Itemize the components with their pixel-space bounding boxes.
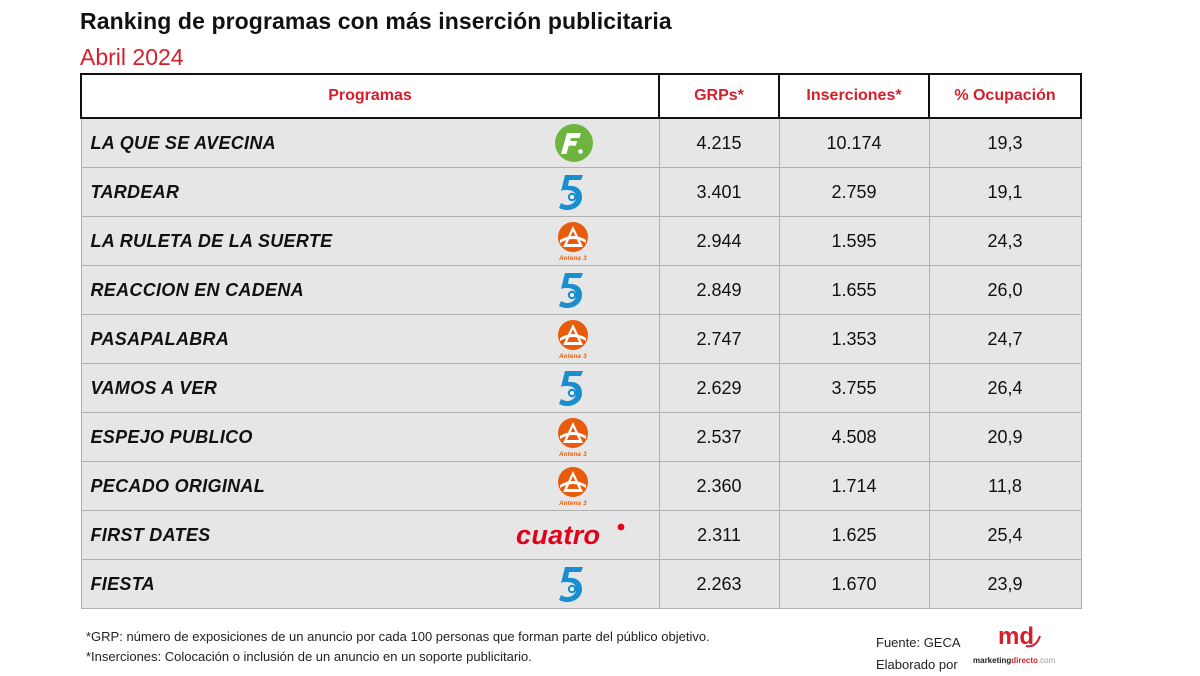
grps-cell: 2.629 <box>658 363 780 413</box>
program-name: TARDEAR <box>90 181 180 202</box>
marketingdirecto-wordmark: marketingdirecto.com <box>973 656 1055 665</box>
table-row: PECADO ORIGINAL Antena 3 2.360 1.714 11,8 <box>80 461 1082 511</box>
table-row: LA RULETA DE LA SUERTE Antena 3 2.944 1.595… <box>80 216 1082 266</box>
grps-cell: 4.215 <box>658 117 780 168</box>
ocupacion-cell: 24,3 <box>928 216 1082 266</box>
antena3-logo: Antena 3 <box>555 220 591 262</box>
program-cell: PECADO ORIGINAL Antena 3 <box>80 461 660 511</box>
program-name: PASAPALABRA <box>90 328 230 349</box>
inserciones-cell: 1.625 <box>778 510 930 560</box>
program-name: LA QUE SE AVECINA <box>90 132 276 153</box>
telecinco-logo <box>558 270 588 310</box>
column-header-ocupacion: % Ocupación <box>928 73 1082 119</box>
grps-cell: 2.944 <box>658 216 780 266</box>
program-cell: PASAPALABRA Antena 3 <box>80 314 660 364</box>
table-row: FIESTA 2.263 1.670 23,9 <box>80 559 1082 609</box>
telecinco-logo <box>558 368 588 408</box>
table-row: PASAPALABRA Antena 3 2.747 1.353 24,7 <box>80 314 1082 364</box>
grps-cell: 2.849 <box>658 265 780 315</box>
antena3-logo: Antena 3 <box>555 465 591 507</box>
source-block: Fuente: GECA Elaborado por <box>876 632 961 676</box>
ocupacion-cell: 19,1 <box>928 167 1082 217</box>
grps-cell: 2.360 <box>658 461 780 511</box>
program-name: LA RULETA DE LA SUERTE <box>90 230 333 251</box>
footnotes: *GRP: número de exposiciones de un anunc… <box>86 627 710 667</box>
program-name: PECADO ORIGINAL <box>90 475 266 496</box>
md-logo-icon: md <box>998 623 1041 650</box>
grps-cell: 2.747 <box>658 314 780 364</box>
program-name: REACCION EN CADENA <box>90 279 304 300</box>
svg-text:cuatro: cuatro <box>516 520 600 550</box>
antena3-logo: Antena 3 <box>555 416 591 458</box>
grps-cell: 2.311 <box>658 510 780 560</box>
table-row: ESPEJO PUBLICO Antena 3 2.537 4.508 20,9 <box>80 412 1082 462</box>
page-subtitle: Abril 2024 <box>80 44 184 70</box>
program-cell: LA QUE SE AVECINA <box>80 117 660 168</box>
column-header-inserciones: Inserciones* <box>778 73 930 119</box>
program-cell: FIESTA <box>80 559 660 609</box>
inserciones-cell: 3.755 <box>778 363 930 413</box>
program-name: FIESTA <box>90 573 155 594</box>
inserciones-cell: 2.759 <box>778 167 930 217</box>
wordmark-part-a: marketing <box>973 656 1012 665</box>
table-row: REACCION EN CADENA 2.849 1.655 26,0 <box>80 265 1082 315</box>
ranking-table: Programas GRPs* Inserciones* % Ocupación… <box>80 73 1082 609</box>
factoria-de-ficcion-logo <box>554 123 594 163</box>
ocupacion-cell: 24,7 <box>928 314 1082 364</box>
cuatro-logo: cuatro <box>516 520 628 550</box>
inserciones-cell: 10.174 <box>778 117 930 168</box>
credit-text: Elaborado por <box>876 657 958 672</box>
footnote-inserciones: *Inserciones: Colocación o inclusión de … <box>86 649 532 664</box>
table-row: TARDEAR 3.401 2.759 19,1 <box>80 167 1082 217</box>
table-header-row: Programas GRPs* Inserciones* % Ocupación <box>80 73 1082 119</box>
ocupacion-cell: 26,0 <box>928 265 1082 315</box>
ocupacion-cell: 20,9 <box>928 412 1082 462</box>
inserciones-cell: 1.353 <box>778 314 930 364</box>
table-row: LA QUE SE AVECINA 4.215 10.174 19,3 <box>80 117 1082 168</box>
table-row: FIRST DATES cuatro 2.311 1.625 25,4 <box>80 510 1082 560</box>
grps-cell: 2.263 <box>658 559 780 609</box>
inserciones-cell: 1.655 <box>778 265 930 315</box>
program-name: VAMOS A VER <box>90 377 218 398</box>
telecinco-logo <box>558 172 588 212</box>
column-header-grps: GRPs* <box>658 73 780 119</box>
svg-text:Antena 3: Antena 3 <box>558 452 587 458</box>
grps-cell: 3.401 <box>658 167 780 217</box>
footnote-grp: *GRP: número de exposiciones de un anunc… <box>86 629 710 644</box>
ocupacion-cell: 11,8 <box>928 461 1082 511</box>
program-cell: TARDEAR <box>80 167 660 217</box>
inserciones-cell: 1.670 <box>778 559 930 609</box>
inserciones-cell: 4.508 <box>778 412 930 462</box>
program-cell: LA RULETA DE LA SUERTE Antena 3 <box>80 216 660 266</box>
inserciones-cell: 1.595 <box>778 216 930 266</box>
ocupacion-cell: 19,3 <box>928 117 1082 168</box>
svg-text:Antena 3: Antena 3 <box>558 501 587 507</box>
wordmark-part-b: directo <box>1011 656 1038 665</box>
column-header-programas: Programas <box>80 73 660 119</box>
inserciones-cell: 1.714 <box>778 461 930 511</box>
program-cell: ESPEJO PUBLICO Antena 3 <box>80 412 660 462</box>
program-name: ESPEJO PUBLICO <box>90 426 253 447</box>
program-name: FIRST DATES <box>90 524 211 545</box>
wordmark-part-c: .com <box>1037 656 1056 665</box>
antena3-logo: Antena 3 <box>555 318 591 360</box>
svg-text:Antena 3: Antena 3 <box>558 256 587 262</box>
telecinco-logo <box>558 564 588 604</box>
program-cell: VAMOS A VER <box>80 363 660 413</box>
marketingdirecto-logo: md <box>996 622 1044 657</box>
page-title: Ranking de programas con más inserción p… <box>80 8 672 34</box>
ocupacion-cell: 26,4 <box>928 363 1082 413</box>
program-cell: REACCION EN CADENA <box>80 265 660 315</box>
ocupacion-cell: 23,9 <box>928 559 1082 609</box>
table-row: VAMOS A VER 2.629 3.755 26,4 <box>80 363 1082 413</box>
ocupacion-cell: 25,4 <box>928 510 1082 560</box>
table-body: LA QUE SE AVECINA 4.215 10.174 19,3 TARDEAR 3… <box>80 117 1082 609</box>
grps-cell: 2.537 <box>658 412 780 462</box>
svg-text:Antena 3: Antena 3 <box>558 354 587 360</box>
program-cell: FIRST DATES cuatro <box>80 510 660 560</box>
source-text: Fuente: GECA <box>876 635 961 650</box>
